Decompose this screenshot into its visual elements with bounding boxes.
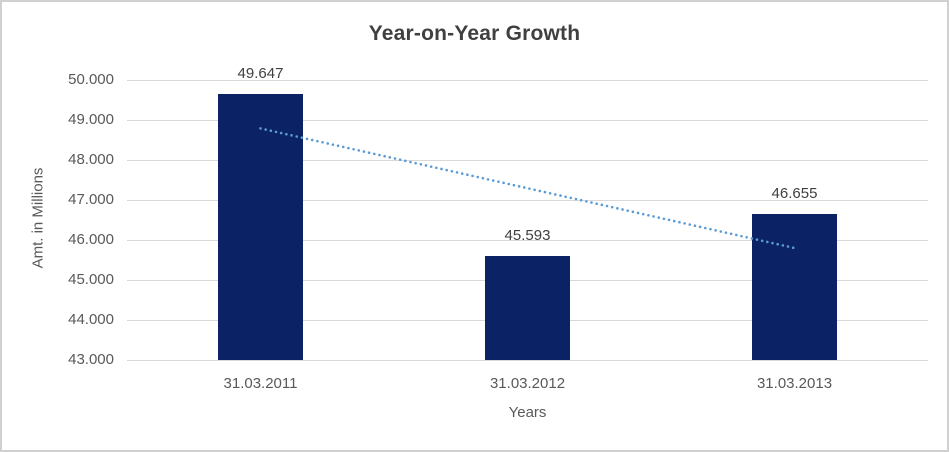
y-tick-label: 44.000: [68, 311, 114, 328]
y-tick-label: 43.000: [68, 351, 114, 368]
bar: [218, 94, 303, 360]
y-tick-label: 46.000: [68, 231, 114, 248]
gridline: [127, 359, 928, 361]
y-tick-label: 45.000: [68, 271, 114, 288]
x-category-label: 31.03.2012: [489, 375, 566, 392]
x-category-label: 31.03.2011: [223, 375, 298, 392]
bar-value-label: 46.655: [771, 184, 818, 202]
y-tick-label: 50.000: [68, 71, 114, 88]
bar: [752, 213, 837, 360]
x-category-label: 31.03.2013: [756, 375, 833, 392]
x-axis-title: Years: [508, 404, 547, 421]
gridline: [127, 79, 928, 81]
bar-value-label: 49.647: [237, 65, 284, 83]
bar-value-label: 45.593: [504, 227, 551, 245]
y-tick-label: 49.000: [68, 111, 114, 128]
y-tick-label: 48.000: [68, 151, 114, 168]
bar: [485, 256, 570, 360]
gridline: [127, 119, 928, 121]
chart-title: Year-on-Year Growth: [368, 22, 581, 45]
y-tick-label: 47.000: [68, 191, 114, 208]
y-axis-title: Amt. in Millions: [29, 167, 47, 269]
